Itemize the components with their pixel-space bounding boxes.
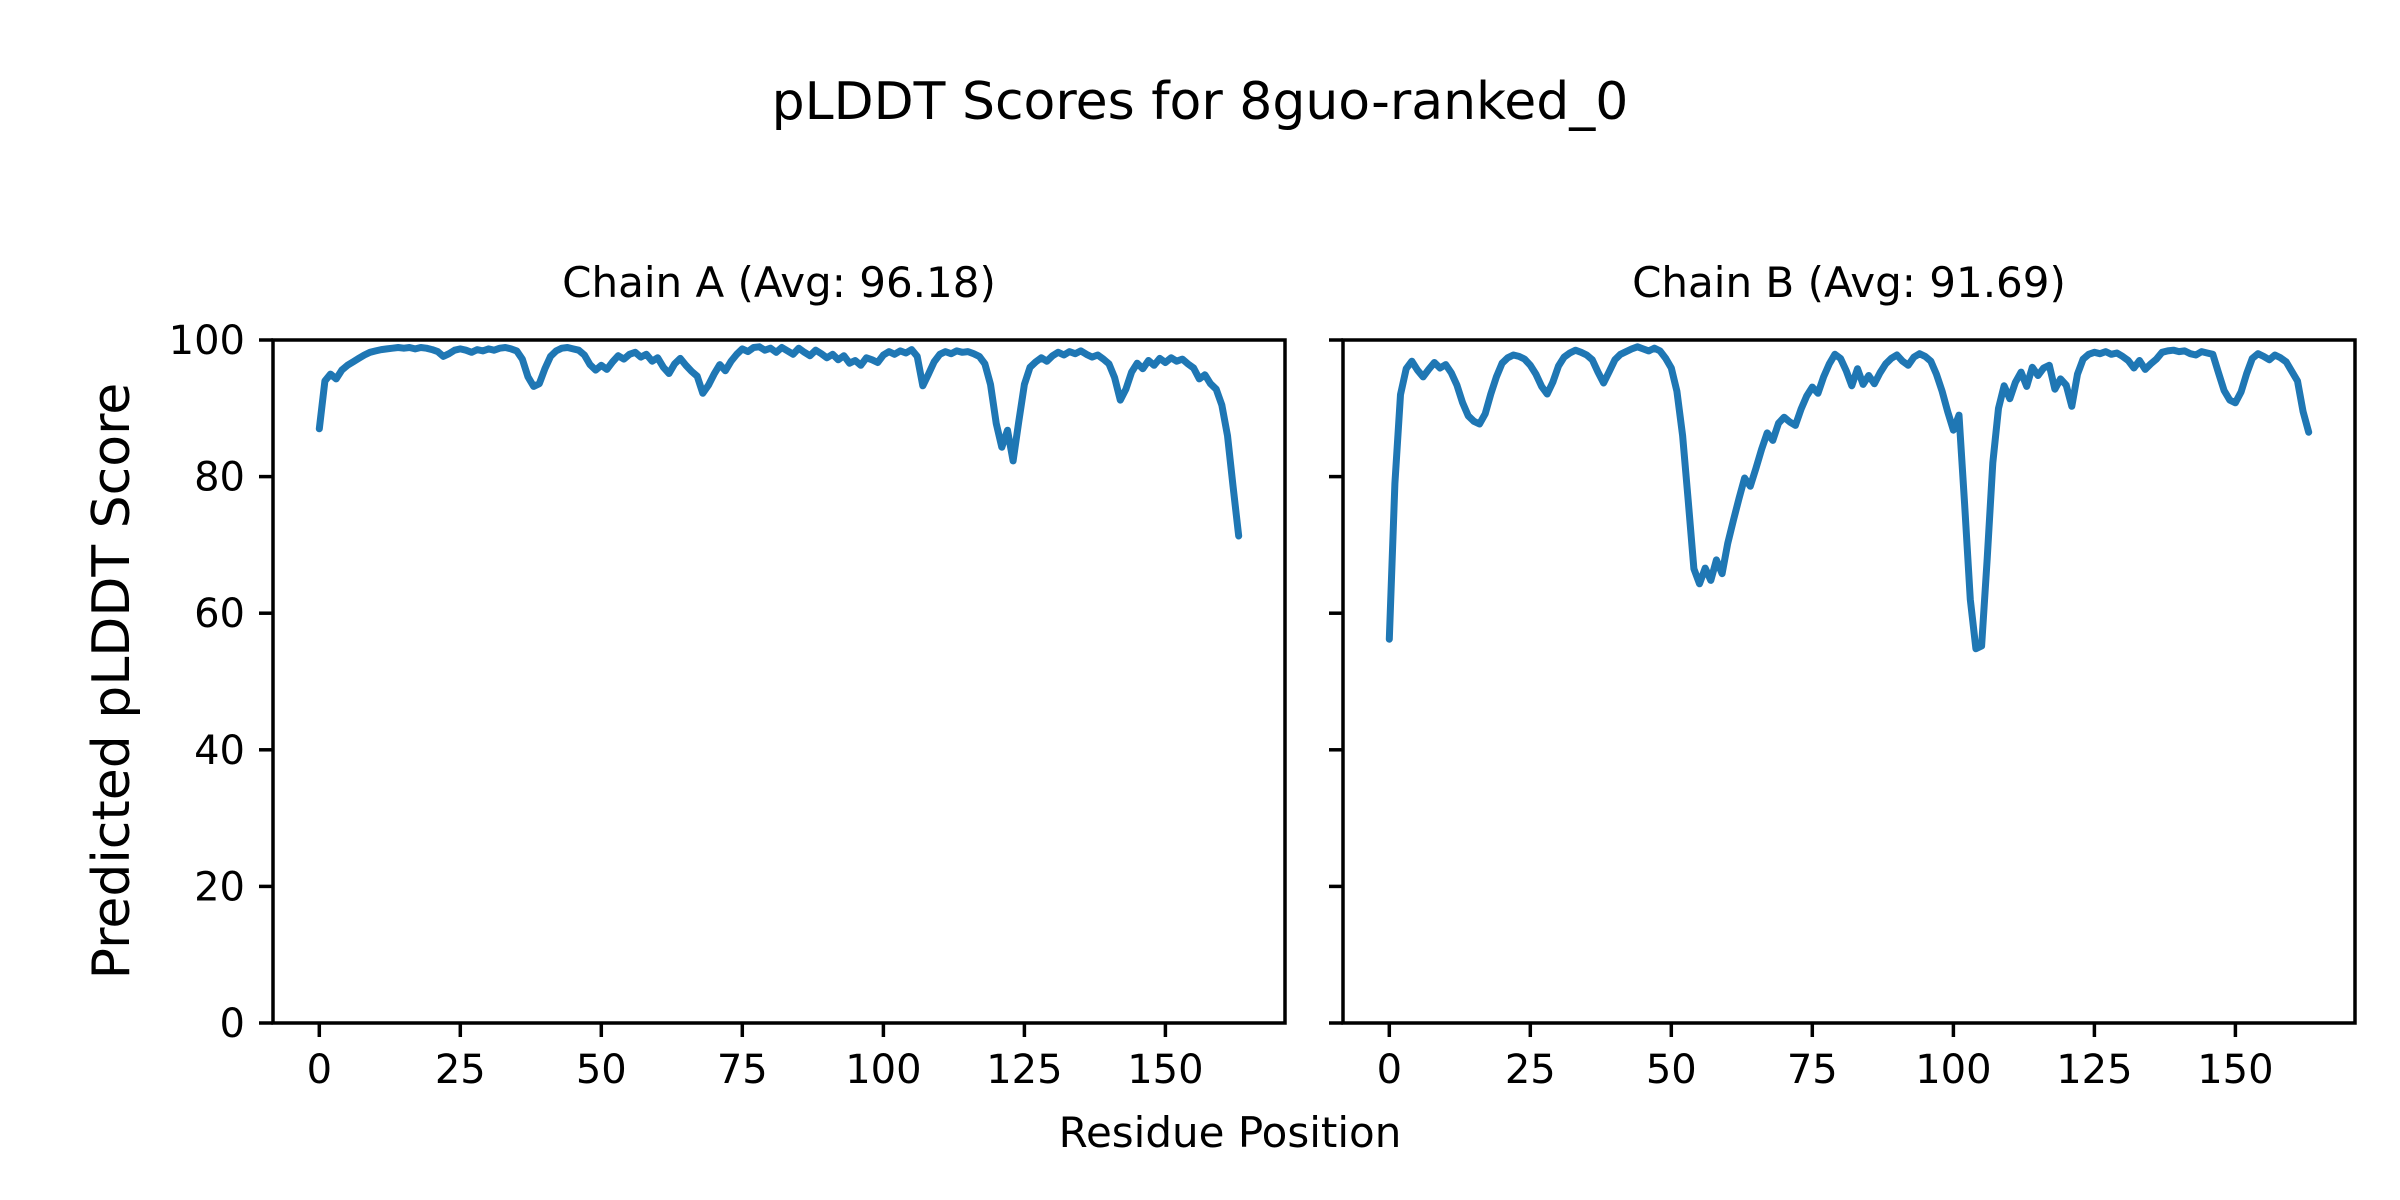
y-tick-label: 20 (194, 864, 245, 910)
x-tick-label: 75 (717, 1047, 768, 1093)
x-tick-label: 125 (986, 1047, 1062, 1093)
plot-spines (271, 338, 1287, 1025)
x-tick-label: 125 (2056, 1047, 2132, 1093)
chain-a-subplot-title: Chain A (Avg: 96.18) (562, 258, 996, 307)
x-tick-label: 50 (576, 1047, 627, 1093)
x-tick-label: 100 (1915, 1047, 1991, 1093)
y-axis-label: Predicted pLDDT Score (82, 382, 142, 980)
y-tick-label: 40 (194, 728, 245, 774)
y-tick-label: 80 (194, 455, 245, 501)
x-tick-label: 75 (1787, 1047, 1838, 1093)
x-tick-label: 0 (1377, 1047, 1402, 1093)
figure-title: pLDDT Scores for 8guo-ranked_0 (771, 72, 1629, 132)
x-tick-label: 150 (2197, 1047, 2273, 1093)
x-tick-label: 150 (1127, 1047, 1203, 1093)
plot-spines (1341, 338, 2357, 1025)
x-tick-label: 0 (307, 1047, 332, 1093)
y-tick-label: 0 (220, 1001, 245, 1047)
x-tick-label: 50 (1646, 1047, 1697, 1093)
chain-b-subplot-title: Chain B (Avg: 91.69) (1632, 258, 2066, 307)
x-axis-label: Residue Position (1058, 1108, 1402, 1157)
y-tick-label: 100 (169, 318, 245, 364)
plddt-line (1385, 343, 2313, 653)
x-tick-label: 25 (1505, 1047, 1556, 1093)
x-tick-label: 100 (845, 1047, 921, 1093)
y-tick-label: 60 (194, 591, 245, 637)
plddt-line (315, 343, 1243, 540)
chain-b-plot: 0 25 50 75 100 125 150 (1329, 338, 2357, 1093)
x-tick-label: 25 (435, 1047, 486, 1093)
chain-a-plot: 0 25 50 75 100 125 150 0 20 40 60 80 100 (169, 318, 1287, 1093)
